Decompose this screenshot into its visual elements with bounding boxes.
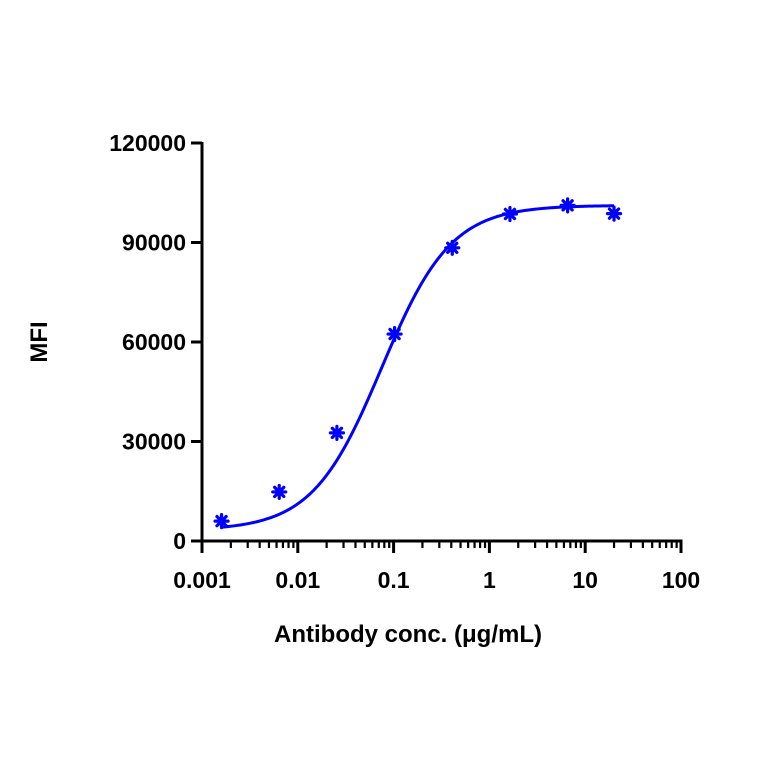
data-point-stroke [215, 514, 228, 528]
y-tick-label: 60000 [122, 329, 186, 355]
data-point-stroke [503, 207, 517, 221]
data-point [501, 205, 519, 223]
y-axis-title: MFI [26, 321, 53, 362]
data-point [328, 424, 346, 441]
data-point [444, 239, 461, 256]
data-points [213, 197, 623, 530]
y-tick-label: 30000 [122, 429, 186, 455]
x-tick-label: 0.01 [275, 567, 320, 593]
y-tick-label: 0 [173, 528, 186, 554]
data-point-stroke [561, 199, 574, 212]
data-point [386, 325, 403, 343]
x-tick-label: 10 [572, 567, 598, 593]
data-point-stroke [273, 485, 286, 499]
x-tick-label: 1 [483, 567, 496, 593]
x-tick-label: 0.001 [173, 567, 231, 593]
data-point-stroke [607, 207, 621, 220]
x-tick-label: 100 [662, 567, 700, 593]
x-tick-label: 0.1 [378, 567, 410, 593]
data-point [271, 483, 288, 501]
y-tick-label: 90000 [122, 230, 186, 256]
data-point [213, 512, 230, 530]
x-axis: 0.001 0.01 0.1 1 10 100 [173, 539, 700, 593]
data-point-stroke [388, 327, 401, 341]
y-axis: 0 30000 60000 90000 120000 [109, 130, 204, 554]
data-point [559, 197, 576, 214]
data-point-stroke [446, 241, 459, 255]
fit-curve-group [221, 204, 615, 529]
x-axis-title: Antibody conc. (μg/mL) [274, 621, 542, 648]
data-point [605, 205, 623, 222]
fit-curve [221, 204, 615, 529]
y-tick-label: 120000 [109, 130, 186, 156]
data-point-stroke [330, 426, 344, 440]
